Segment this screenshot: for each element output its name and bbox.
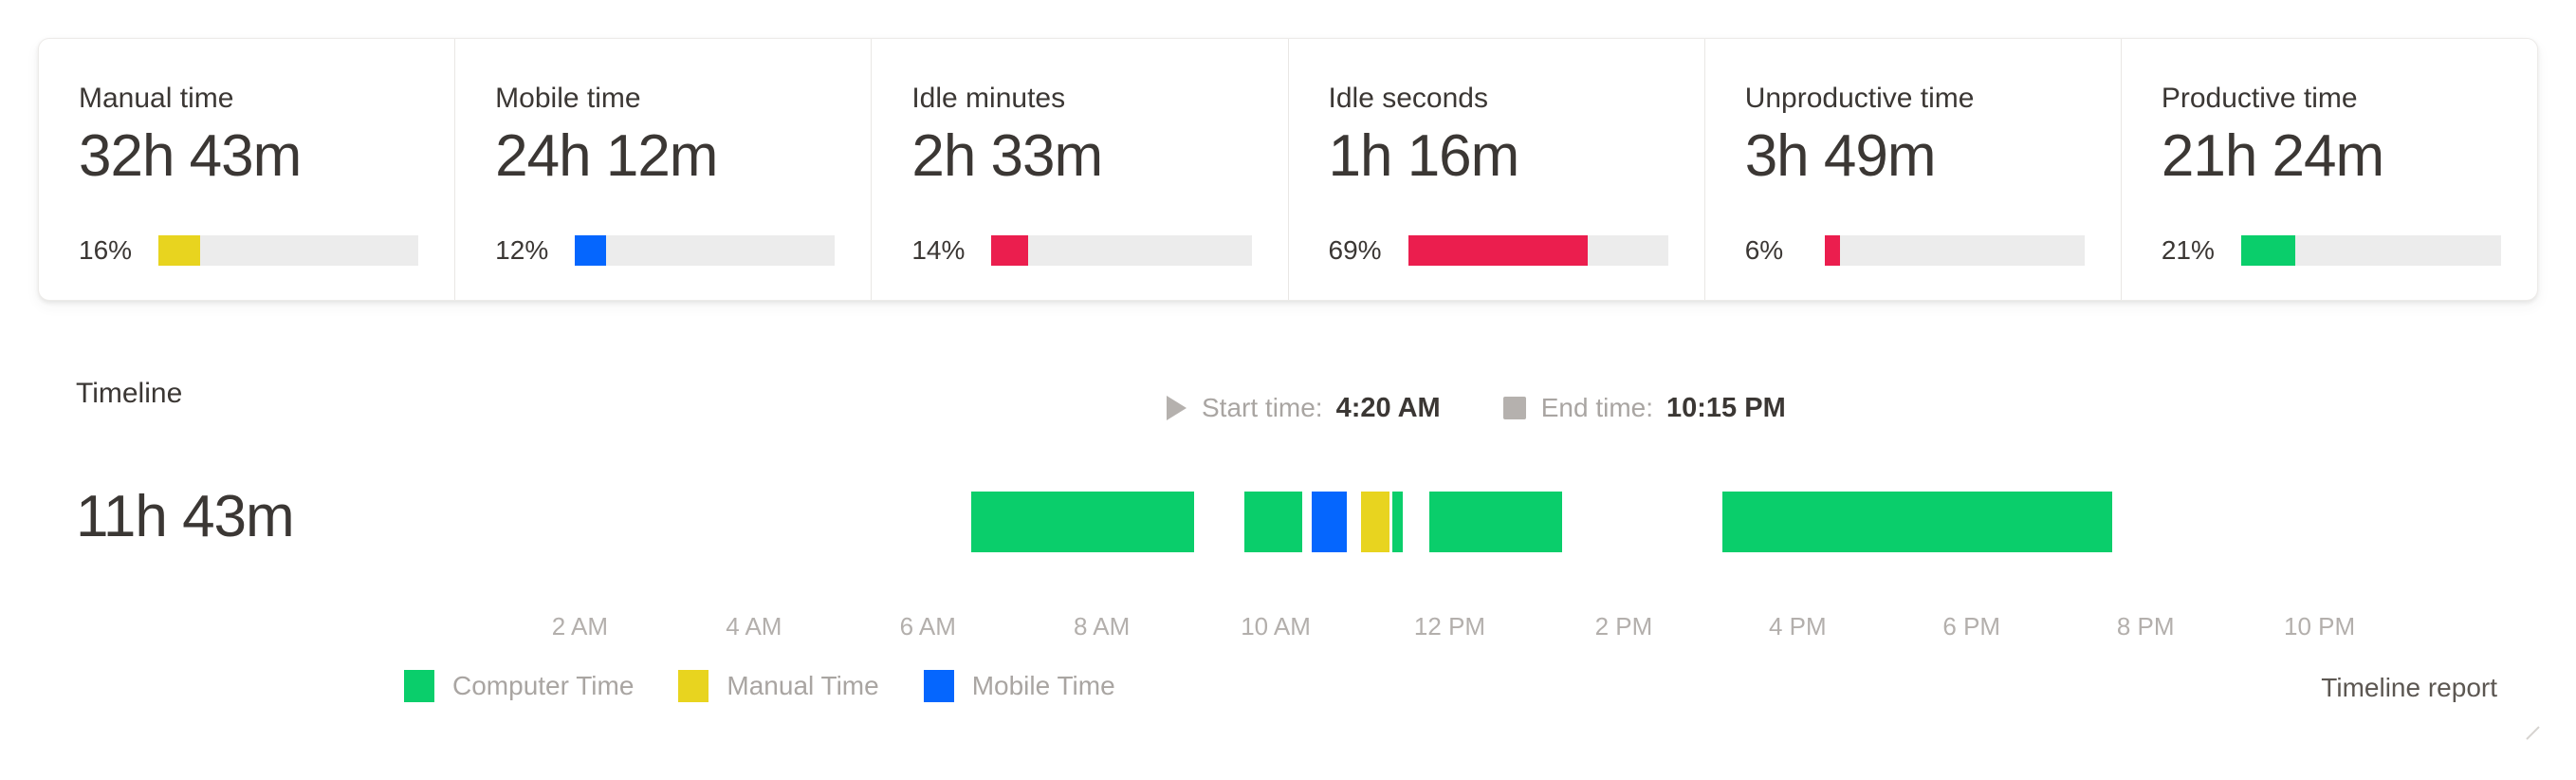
legend-label: Computer Time xyxy=(452,671,635,700)
progress-bar-track xyxy=(575,235,836,266)
timeline-segment-computer[interactable] xyxy=(1429,492,1562,552)
axis-tick-label: 10 PM xyxy=(2284,612,2356,641)
end-time-value: 10:15 PM xyxy=(1666,392,1786,423)
timeline-segment-computer[interactable] xyxy=(1244,492,1302,552)
progress-bar-track xyxy=(1824,235,2085,266)
legend-label: Mobile Time xyxy=(971,671,1115,700)
stat-card-value: 1h 16m xyxy=(1328,123,1520,189)
timeline-segment-computer[interactable] xyxy=(1391,492,1403,552)
stat-card-productive-time: Productive time 21h 24m 21% xyxy=(2120,39,2537,300)
axis-tick-label: 2 AM xyxy=(551,612,609,641)
legend-item-manual: Manual Time xyxy=(678,670,879,702)
timeline-report-link[interactable]: Timeline report xyxy=(2321,673,2497,702)
mobile-swatch-icon xyxy=(923,670,954,702)
legend-item-computer: Computer Time xyxy=(404,670,634,702)
start-time-value: 4:20 AM xyxy=(1335,392,1441,423)
stat-card-label: Mobile time xyxy=(495,83,641,114)
timeline-start-end-row: Start time: 4:20 AM End time: 10:15 PM xyxy=(1167,393,1786,423)
stat-card-value: 21h 24m xyxy=(2161,123,2384,189)
stat-card-percent: 69% xyxy=(1328,235,1382,265)
stat-card-percent: 16% xyxy=(79,235,133,265)
legend-item-mobile: Mobile Time xyxy=(923,670,1115,702)
timeline-chart xyxy=(406,492,2493,552)
progress-bar-fill xyxy=(2240,235,2296,266)
progress-bar-fill xyxy=(991,235,1028,266)
stat-card-percent: 6% xyxy=(1744,235,1784,265)
stat-card-unproductive-time: Unproductive time 3h 49m 6% xyxy=(1703,39,2121,300)
progress-bar-track xyxy=(991,235,1252,266)
stat-card-idle-seconds: Idle seconds 1h 16m 69% xyxy=(1287,39,1704,300)
computer-swatch-icon xyxy=(404,670,434,702)
end-time-stop-icon xyxy=(1502,397,1526,419)
stat-card-bar-row: 6% xyxy=(1745,235,2085,266)
axis-tick-label: 6 PM xyxy=(1942,612,2001,641)
manual-swatch-icon xyxy=(678,670,709,702)
timeline-axis: 2 AM 4 AM 6 AM 8 AM 10 AM 12 PM 2 PM 4 PM 6 PM 8 … xyxy=(406,612,2493,641)
stat-card-label: Idle seconds xyxy=(1328,83,1488,114)
timeline-legend: Computer Time Manual Time Mobile Time xyxy=(404,670,1160,702)
resize-handle-icon[interactable] xyxy=(2521,721,2544,744)
stat-card-idle-minutes: Idle minutes 2h 33m 14% xyxy=(871,39,1287,300)
stat-card-percent: 21% xyxy=(2161,235,2215,265)
start-time-play-icon xyxy=(1167,396,1187,420)
stat-card-percent: 14% xyxy=(911,235,966,265)
axis-tick-label: 4 PM xyxy=(1768,612,1827,641)
axis-tick-label: 8 AM xyxy=(1074,612,1131,641)
stat-card-value: 32h 43m xyxy=(79,123,302,189)
timeline-segment-computer[interactable] xyxy=(1721,492,2113,552)
timeline-segment-computer[interactable] xyxy=(971,492,1194,552)
start-time-label: Start time: xyxy=(1202,393,1323,422)
timeline-total-time: 11h 43m xyxy=(76,484,295,549)
timeline-segment-manual[interactable] xyxy=(1360,492,1390,552)
timeline-segment-mobile[interactable] xyxy=(1311,492,1348,552)
progress-bar-fill xyxy=(1824,235,1841,266)
progress-bar-fill xyxy=(1408,235,1588,266)
stat-card-manual-time: Manual time 32h 43m 16% xyxy=(39,39,454,300)
stat-card-value: 3h 49m xyxy=(1744,123,1937,189)
axis-tick-label: 4 AM xyxy=(726,612,782,641)
stat-card-bar-row: 14% xyxy=(911,235,1252,266)
stat-card-bar-row: 69% xyxy=(1329,235,1668,266)
stat-card-mobile-time: Mobile time 24h 12m 12% xyxy=(454,39,871,300)
end-time-label: End time: xyxy=(1540,393,1653,422)
stat-card-label: Unproductive time xyxy=(1744,83,1975,114)
progress-bar-fill xyxy=(575,235,607,266)
stat-card-value: 2h 33m xyxy=(911,123,1103,189)
legend-label: Manual Time xyxy=(727,671,879,700)
stat-card-bar-row: 16% xyxy=(79,235,419,266)
stat-card-percent: 12% xyxy=(495,235,549,265)
stat-card-label: Idle minutes xyxy=(911,83,1066,114)
timeline-section-title: Timeline xyxy=(76,378,183,409)
axis-tick-label: 12 PM xyxy=(1413,612,1486,641)
stat-cards-row: Manual time 32h 43m 16% Mobile time 24h … xyxy=(38,38,2538,301)
axis-tick-label: 10 AM xyxy=(1241,612,1311,641)
stat-card-label: Manual time xyxy=(79,83,234,114)
progress-bar-track xyxy=(1408,235,1668,266)
stat-card-bar-row: 12% xyxy=(495,235,836,266)
progress-bar-fill xyxy=(158,235,200,266)
stat-card-value: 24h 12m xyxy=(495,123,718,189)
progress-bar-track xyxy=(2240,235,2502,266)
stat-card-bar-row: 21% xyxy=(2161,235,2502,266)
axis-tick-label: 8 PM xyxy=(2116,612,2175,641)
stat-card-label: Productive time xyxy=(2161,83,2358,114)
progress-bar-track xyxy=(158,235,419,266)
axis-tick-label: 2 PM xyxy=(1594,612,1653,641)
axis-tick-label: 6 AM xyxy=(899,612,956,641)
